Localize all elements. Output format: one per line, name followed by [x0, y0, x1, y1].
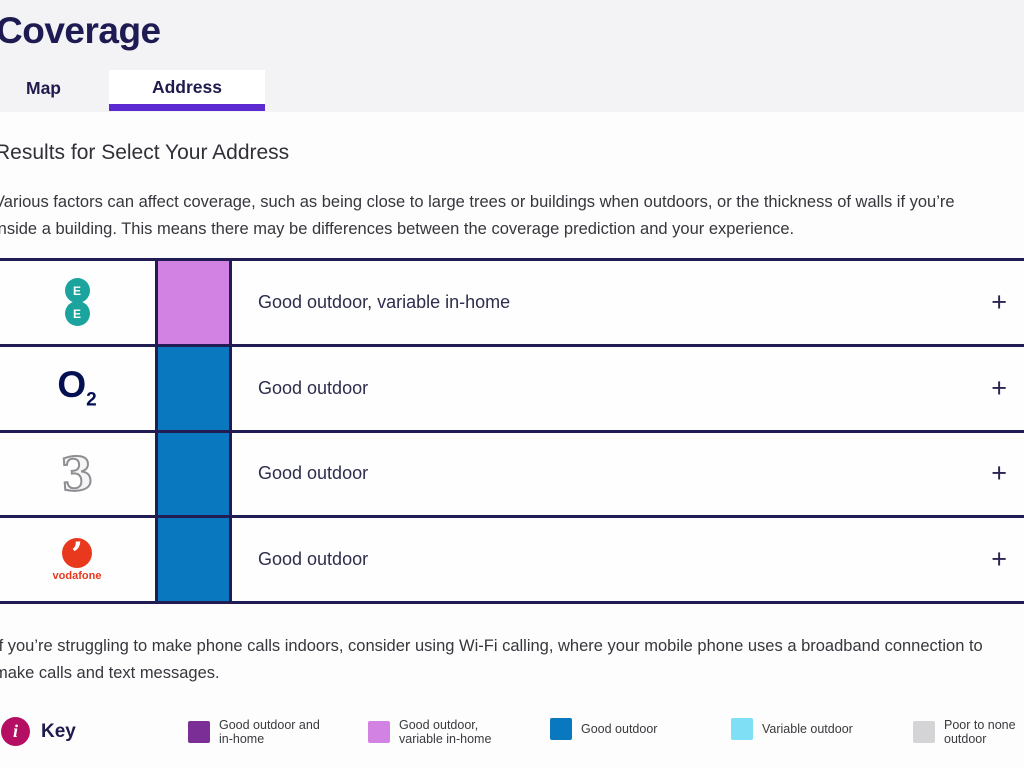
expand-plus-icon[interactable]: + [991, 458, 1007, 489]
coverage-key: i Key Good outdoor and in-home Good outd… [0, 706, 1024, 762]
legend-item-good-outdoor: Good outdoor [550, 718, 657, 740]
coverage-swatch-ee [158, 261, 232, 344]
legend-swatch [731, 718, 753, 740]
o2-logo-text: O [57, 364, 87, 406]
o2-logo: O2 [0, 346, 158, 430]
vodafone-logo-text: vodafone [52, 569, 102, 582]
legend-label: Variable outdoor [762, 722, 853, 736]
expand-plus-icon[interactable]: + [991, 544, 1007, 575]
table-row-three[interactable]: 3 Good outdoor + [0, 432, 1024, 519]
table-row-ee[interactable]: E E Good outdoor, variable in-home + [0, 261, 1024, 347]
wifi-calling-paragraph: If you’re struggling to make phone calls… [0, 633, 983, 686]
intro-line: Various factors can affect coverage, suc… [0, 193, 955, 211]
legend-label: Good outdoor and in-home [219, 718, 320, 746]
legend-item-good-outdoor-variable-in-home: Good outdoor, variable in-home [368, 718, 491, 746]
ee-logo-circle: E [64, 301, 90, 327]
legend-item-good-outdoor-and-in-home: Good outdoor and in-home [188, 718, 320, 746]
coverage-swatch-three [158, 432, 232, 516]
coverage-text-ee: Good outdoor, variable in-home [258, 291, 511, 312]
legend-swatch [913, 721, 935, 743]
legend-swatch [550, 718, 572, 740]
coverage-table: E E Good outdoor, variable in-home + O2 … [0, 258, 1024, 604]
vodafone-speechmark-icon: ’ [62, 537, 92, 568]
header: Coverage Map Address [0, 0, 1024, 112]
legend-label: Poor to none outdoor [944, 718, 1016, 746]
legend-item-poor-to-none-outdoor: Poor to none outdoor [913, 718, 1016, 746]
results-heading: Results for Select Your Address [0, 141, 290, 164]
coverage-text-o2: Good outdoor [258, 377, 369, 398]
legend-label: Good outdoor, variable in-home [399, 718, 492, 746]
expand-plus-icon[interactable]: + [991, 372, 1007, 403]
coverage-cell-ee: Good outdoor, variable in-home + [232, 261, 1024, 344]
coverage-cell-three: Good outdoor + [232, 432, 1024, 516]
tab-address-label: Address [151, 76, 223, 97]
key-label: Key [41, 721, 76, 742]
coverage-cell-vodafone: Good outdoor + [232, 518, 1024, 601]
legend-swatch [368, 721, 390, 743]
expand-plus-icon[interactable]: + [991, 286, 1007, 317]
info-icon: i [1, 717, 30, 746]
tab-address[interactable]: Address [109, 70, 265, 111]
coverage-swatch-vodafone [158, 518, 232, 601]
legend-swatch [188, 721, 210, 743]
wifi-line: make calls and text messages. [0, 663, 220, 682]
three-logo: 3 [0, 432, 158, 516]
table-row-vodafone[interactable]: ’ vodafone Good outdoor + [0, 518, 1024, 601]
coverage-text-three: Good outdoor [258, 463, 369, 484]
vodafone-logo: ’ vodafone [0, 518, 158, 601]
coverage-swatch-o2 [158, 346, 232, 430]
o2-logo-sub: 2 [86, 389, 97, 411]
coverage-cell-o2: Good outdoor + [232, 346, 1024, 430]
table-row-o2[interactable]: O2 Good outdoor + [0, 346, 1024, 433]
intro-paragraph: Various factors can affect coverage, suc… [0, 189, 955, 242]
info-icon-glyph: i [12, 721, 18, 741]
legend-label: Good outdoor [581, 722, 658, 736]
page-title: Coverage [0, 10, 161, 51]
ee-logo: E E [0, 261, 158, 344]
ee-logo-circle: E [64, 278, 90, 304]
wifi-line: If you’re struggling to make phone calls… [0, 637, 983, 655]
tab-map[interactable]: Map [26, 78, 61, 98]
legend-item-variable-outdoor: Variable outdoor [731, 718, 853, 740]
intro-line: inside a building. This means there may … [0, 219, 795, 238]
three-logo-text: 3 [58, 445, 96, 503]
coverage-text-vodafone: Good outdoor [258, 549, 369, 570]
